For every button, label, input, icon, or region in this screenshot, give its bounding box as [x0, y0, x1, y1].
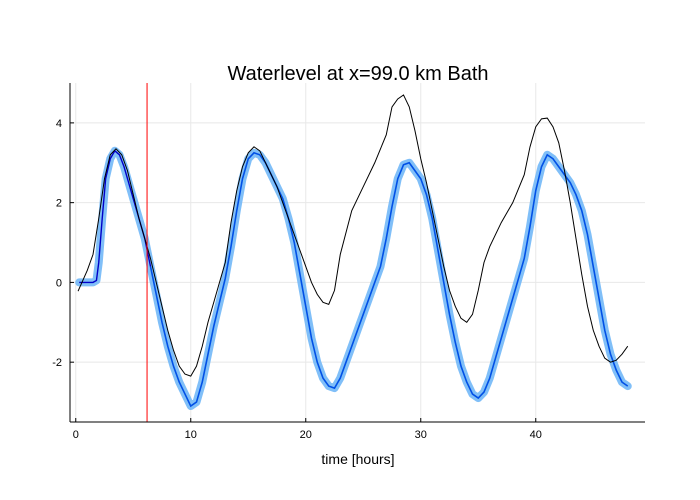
series-ensemble-mean	[149, 151, 629, 408]
y-tick-label: 2	[56, 198, 62, 210]
x-tick-label: 40	[530, 429, 542, 441]
data-layer	[75, 83, 632, 422]
grid	[70, 83, 645, 422]
y-tick-label: 4	[56, 118, 62, 130]
axes: 0 10 20 30 40 -2 0 2 4	[52, 83, 645, 441]
x-tick-label: 20	[300, 429, 312, 441]
x-tick-label: 0	[73, 429, 79, 441]
chart-title: Waterlevel at x=99.0 km Bath	[227, 63, 488, 85]
series-ensemble-band	[75, 146, 632, 411]
x-tick-label: 30	[415, 429, 427, 441]
series-observed	[77, 94, 629, 377]
x-axis-label: time [hours]	[321, 451, 394, 467]
y-tick-label: 0	[56, 277, 62, 289]
x-tick-label: 10	[185, 429, 197, 441]
y-tick-label: -2	[52, 357, 62, 369]
